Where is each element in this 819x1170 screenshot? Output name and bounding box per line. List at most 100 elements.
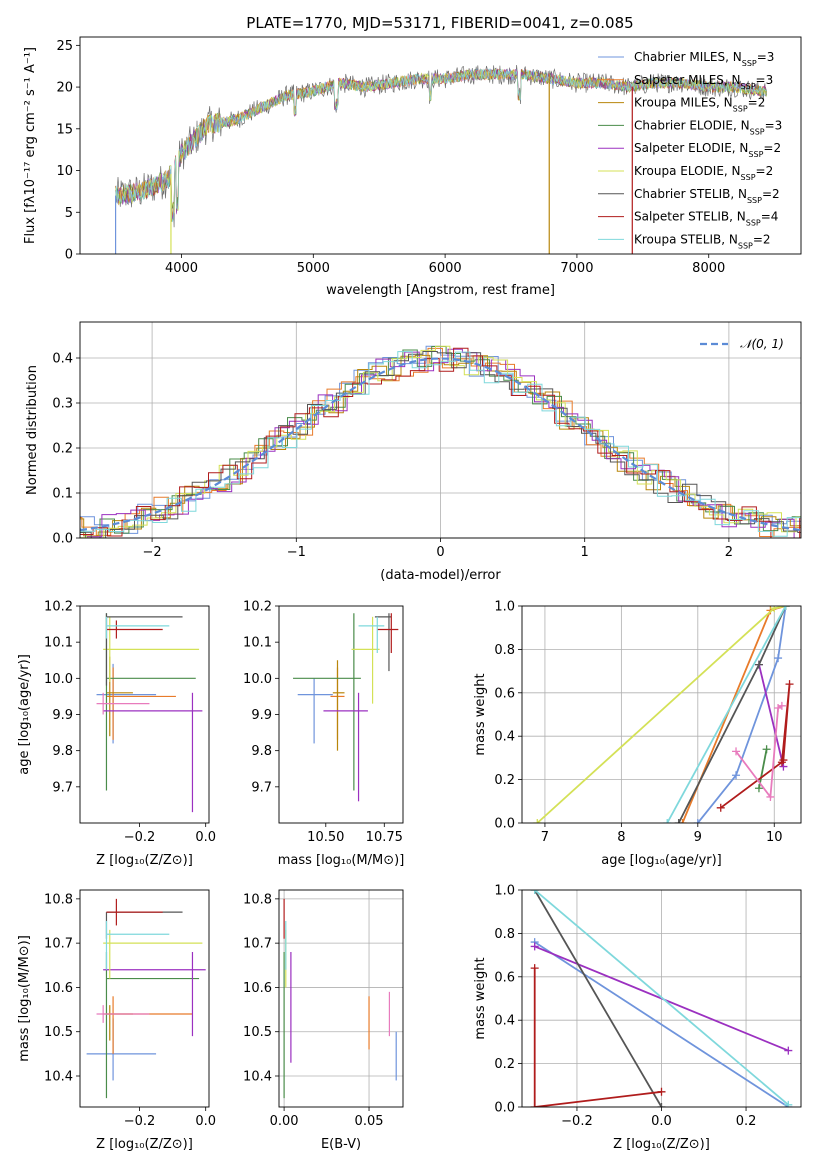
legend-label-sub: SSP — [738, 241, 753, 250]
legend-label-sub: SSP — [741, 173, 756, 182]
weight-marker — [674, 819, 683, 823]
x-tick-label: 0.0 — [651, 1114, 672, 1129]
x-tick-label: 8 — [617, 830, 625, 845]
weight-line — [720, 684, 791, 809]
mass-vs-metallicity-panel: −0.2 0.0 10.4 10.5 10.6 10.7 10.8 Z [log₁₀(Z/Z⊙… — [17, 889, 216, 1152]
legend-label-sub: SSP — [742, 59, 757, 68]
y-axis-label: age [log₁₀(age/yr)] — [17, 654, 32, 775]
x-axis-label: age [log₁₀(age/yr)] — [601, 853, 722, 868]
axes-frame — [521, 889, 802, 1108]
weight-marker — [657, 1087, 666, 1096]
x-tick-label: 2 — [725, 545, 733, 560]
weight-marker — [784, 1046, 793, 1055]
gaussian-curve — [80, 357, 801, 532]
y-tick-label: 9.8 — [52, 744, 73, 759]
weight-marker — [657, 1103, 666, 1107]
legend-label-main: Kroupa ELODIE, N — [634, 164, 741, 178]
legend-label-main: Salpeter MILES, N — [634, 73, 741, 87]
axes-frame — [278, 889, 404, 1108]
legend-label-tail: =3 — [765, 118, 783, 132]
x-tick-label: 0.0 — [195, 1114, 216, 1129]
errorbars — [96, 613, 203, 813]
weight-marker — [777, 701, 786, 710]
errorbars — [86, 898, 206, 1099]
axes-frame — [521, 605, 802, 824]
y-tick-label: 0.0 — [494, 817, 515, 832]
legend-label-5: Kroupa ELODIE, NSSP=2 — [634, 164, 773, 182]
spectrum-model-line — [115, 68, 767, 223]
x-tick-label: 0.0 — [195, 830, 216, 845]
legend-label-main: Kroupa STELIB, N — [634, 232, 738, 246]
histogram-step-7 — [80, 347, 801, 538]
legend-label-sub: SSP — [748, 150, 763, 159]
legend-label-sub: SSP — [746, 218, 761, 227]
weight-line — [758, 664, 785, 767]
legend-label-1: Salpeter MILES, NSSP=3 — [634, 73, 773, 91]
y-tick-label: 10.5 — [44, 1025, 73, 1040]
legend-label-3: Chabrier ELODIE, NSSP=3 — [634, 118, 782, 136]
weight-line — [534, 941, 789, 1107]
legend-label-main: Chabrier STELIB, N — [634, 187, 747, 201]
x-tick-label: 4000 — [165, 261, 198, 276]
y-tick-label: 9.9 — [52, 708, 73, 723]
x-tick-label: 9 — [694, 830, 702, 845]
weight-marker — [754, 660, 763, 669]
y-tick-label: 0.1 — [52, 487, 73, 502]
y-tick-label: 10.4 — [44, 1070, 73, 1085]
y-tick-label: 0.3 — [52, 397, 73, 412]
errorbars — [293, 613, 399, 802]
y-tick-label: 10.5 — [243, 1025, 272, 1040]
weight-marker — [530, 890, 539, 894]
weight-marker — [754, 784, 763, 793]
y-tick-label: 10.7 — [44, 937, 73, 952]
x-tick-label: 7000 — [560, 261, 593, 276]
y-tick-label: 10.2 — [44, 600, 73, 615]
x-tick-label: 5000 — [297, 261, 330, 276]
x-tick-label: 0.00 — [270, 1114, 299, 1129]
weight-marker — [678, 819, 687, 823]
x-tick-label: 10 — [766, 830, 783, 845]
x-tick-label: −0.2 — [561, 1114, 593, 1129]
legend-label-tail: =3 — [756, 73, 774, 87]
y-tick-label: 5 — [65, 206, 73, 221]
weight-line — [536, 606, 786, 823]
x-tick-label: 6000 — [429, 261, 462, 276]
y-tick-label: 0.6 — [494, 686, 515, 701]
y-tick-label: 10.6 — [44, 981, 73, 996]
spectrum-lines — [114, 64, 767, 254]
legend-label-7: Salpeter STELIB, NSSP=4 — [634, 210, 778, 228]
y-tick-label: 10.8 — [243, 892, 272, 907]
weight-marker — [530, 1103, 539, 1107]
y-tick-label: 9.9 — [251, 708, 272, 723]
y-tick-label: 10.6 — [243, 981, 272, 996]
x-axis-label: Z [log₁₀(Z/Z⊙)] — [613, 1137, 710, 1152]
weight-line — [666, 606, 787, 823]
x-tick-label: 7 — [541, 830, 549, 845]
legend-label-main: Chabrier ELODIE, N — [634, 118, 750, 132]
weight-marker — [770, 606, 779, 613]
y-tick-label: 1.0 — [494, 884, 515, 899]
y-tick-label: 1.0 — [494, 600, 515, 615]
x-axis-label: Z [log₁₀(Z/Z⊙)] — [96, 1137, 193, 1152]
weight-line — [534, 890, 789, 1106]
x-tick-label: −0.2 — [124, 1114, 156, 1129]
x-tick-label: 1 — [581, 545, 589, 560]
x-axis-label: (data-model)/error — [380, 568, 501, 583]
weight-marker — [732, 747, 741, 756]
x-tick-label: 8000 — [692, 261, 725, 276]
y-axis-label: Flux [fλ10⁻¹⁷ erg cm⁻² s⁻¹ A⁻¹] — [23, 47, 38, 244]
y-axis-label: mass [log₁₀(M/M⊙)] — [17, 935, 32, 1062]
axes-frame — [79, 321, 802, 539]
y-tick-label: 9.7 — [251, 780, 272, 795]
weight-vs-metallicity-panel: −0.2 0.0 0.2 0.0 0.2 0.4 0.6 0.8 1.0 Z [log₁₀(Z/Z… — [473, 884, 802, 1152]
y-tick-label: 0 — [65, 248, 73, 263]
axes-frame — [79, 36, 802, 255]
legend-label-main: Chabrier MILES, N — [634, 50, 742, 64]
y-tick-label: 0.0 — [494, 1101, 515, 1116]
x-tick-label: 0.05 — [355, 1114, 384, 1129]
weight-line — [533, 890, 663, 1107]
weight-line — [758, 749, 768, 789]
y-tick-label: 0.4 — [494, 1014, 515, 1029]
y-axis-label: mass weight — [473, 673, 488, 755]
